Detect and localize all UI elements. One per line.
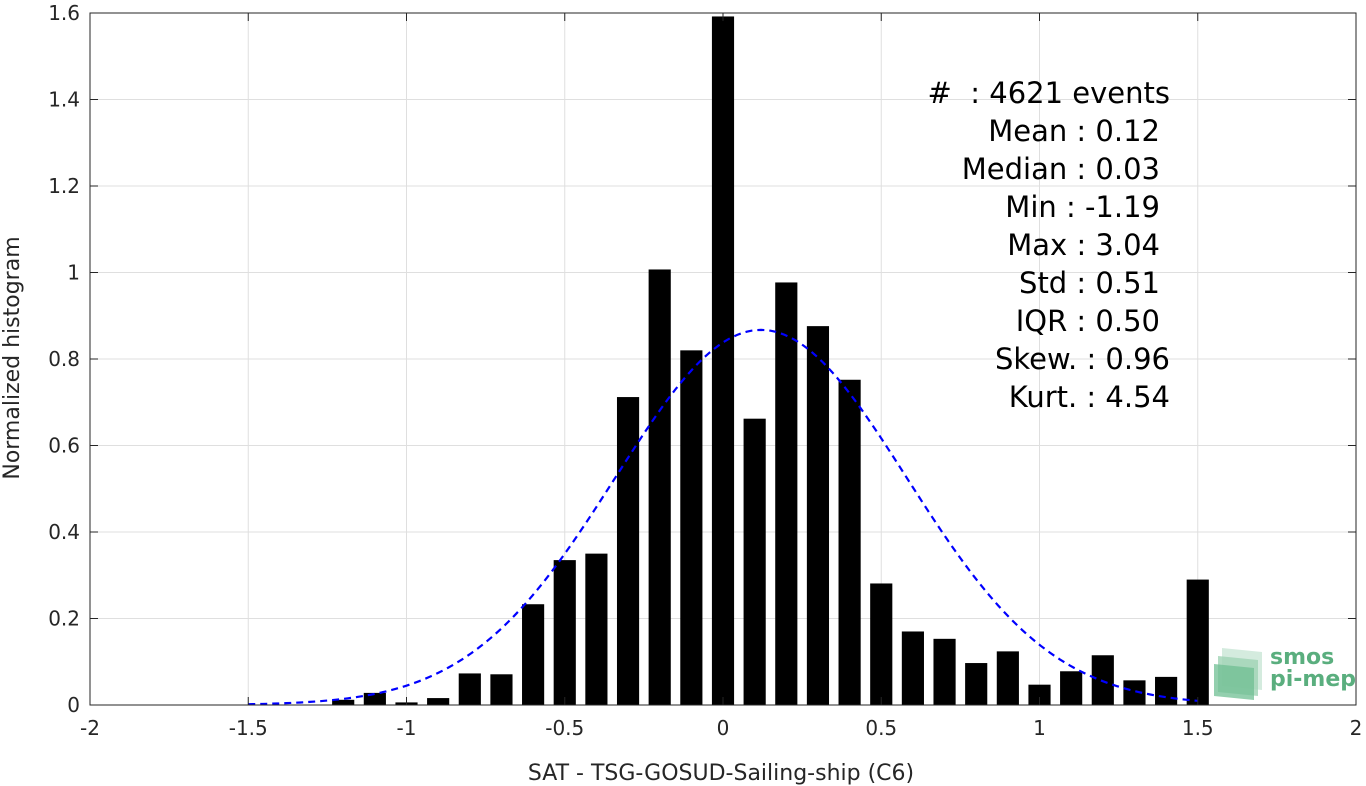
stats-line: Skew. : 0.96 bbox=[995, 342, 1170, 376]
x-tick-label: 2 bbox=[1350, 716, 1363, 740]
x-tick-label: 0.5 bbox=[865, 716, 897, 740]
x-tick-label: 0 bbox=[717, 716, 730, 740]
x-tick-label: -2 bbox=[80, 716, 100, 740]
stats-line: Std : 0.51 bbox=[1019, 266, 1160, 300]
y-tick-label: 1.2 bbox=[48, 174, 80, 198]
x-axis-label: SAT - TSG-GOSUD-Sailing-ship (C6) bbox=[528, 761, 914, 786]
histogram-bar bbox=[648, 269, 671, 705]
y-tick-label: 0.2 bbox=[48, 607, 80, 631]
histogram-bar bbox=[965, 663, 988, 705]
x-tick-label: 1 bbox=[1033, 716, 1046, 740]
stats-line: Max : 3.04 bbox=[1007, 228, 1160, 262]
histogram-bar bbox=[838, 379, 861, 705]
histogram-bar bbox=[1123, 680, 1146, 705]
histogram-bar bbox=[806, 326, 830, 705]
x-tick-label: -0.5 bbox=[545, 716, 584, 740]
logo-text-smos: smos bbox=[1270, 645, 1334, 670]
stats-line: Min : -1.19 bbox=[1005, 190, 1160, 224]
y-tick-label: 1.6 bbox=[48, 1, 80, 25]
histogram-bar bbox=[743, 418, 766, 705]
histogram-bar bbox=[363, 692, 386, 705]
x-tick-labels: -2 -1.5 -1 -0.5 0 0.5 1 1.5 2 bbox=[80, 716, 1362, 740]
histogram-bar bbox=[585, 553, 608, 705]
histogram-bars bbox=[332, 16, 1209, 705]
y-tick-label: 1 bbox=[67, 261, 80, 285]
logo-text-pimep: pi-mep bbox=[1270, 667, 1356, 692]
histogram-bar bbox=[680, 350, 703, 705]
stats-line: Median : 0.03 bbox=[962, 152, 1160, 186]
y-tick-label: 0 bbox=[67, 693, 80, 717]
x-tick-label: 1.5 bbox=[1182, 716, 1214, 740]
histogram-bar bbox=[1060, 671, 1083, 705]
histogram-bar bbox=[996, 651, 1019, 705]
x-tick-label: -1.5 bbox=[229, 716, 268, 740]
histogram-bar bbox=[427, 698, 450, 705]
y-tick-label: 0.4 bbox=[48, 520, 80, 544]
y-tick-label: 1.4 bbox=[48, 88, 80, 112]
y-axis-label: Normalized histogram bbox=[0, 236, 25, 479]
histogram-bar bbox=[490, 674, 513, 705]
histogram-bar bbox=[458, 673, 481, 705]
stats-line: Mean : 0.12 bbox=[988, 114, 1160, 148]
histogram-bar bbox=[1155, 676, 1178, 705]
histogram-bar bbox=[711, 16, 735, 705]
histogram-bar bbox=[616, 397, 640, 705]
histogram-bar bbox=[901, 631, 924, 705]
stats-line: # : 4621 events bbox=[928, 76, 1170, 110]
smos-pimep-logo: smos pi-mep bbox=[1214, 645, 1356, 700]
histogram-bar bbox=[775, 282, 798, 705]
axis-ticks bbox=[89, 12, 1357, 706]
normal-fit-curve bbox=[248, 328, 1198, 706]
logo-mark-icon bbox=[1214, 648, 1262, 700]
y-tick-label: 0.6 bbox=[48, 434, 80, 458]
stats-line: Kurt. : 4.54 bbox=[1009, 380, 1170, 414]
histogram-bar bbox=[1186, 579, 1209, 705]
histogram-bar bbox=[870, 583, 893, 705]
histogram-bar bbox=[332, 699, 355, 705]
histogram-bar bbox=[522, 604, 545, 705]
x-tick-label: -1 bbox=[397, 716, 417, 740]
y-tick-labels: 0 0.2 0.4 0.6 0.8 1 1.2 1.4 1.6 bbox=[48, 1, 80, 717]
statistics-box: # : 4621 events Mean : 0.12 Median : 0.03 M… bbox=[928, 76, 1170, 414]
histogram-bar bbox=[553, 560, 576, 705]
stats-line: IQR : 0.50 bbox=[1016, 304, 1160, 338]
y-tick-label: 0.8 bbox=[48, 347, 80, 371]
histogram-bar bbox=[1028, 684, 1051, 705]
histogram-bar bbox=[933, 638, 956, 705]
